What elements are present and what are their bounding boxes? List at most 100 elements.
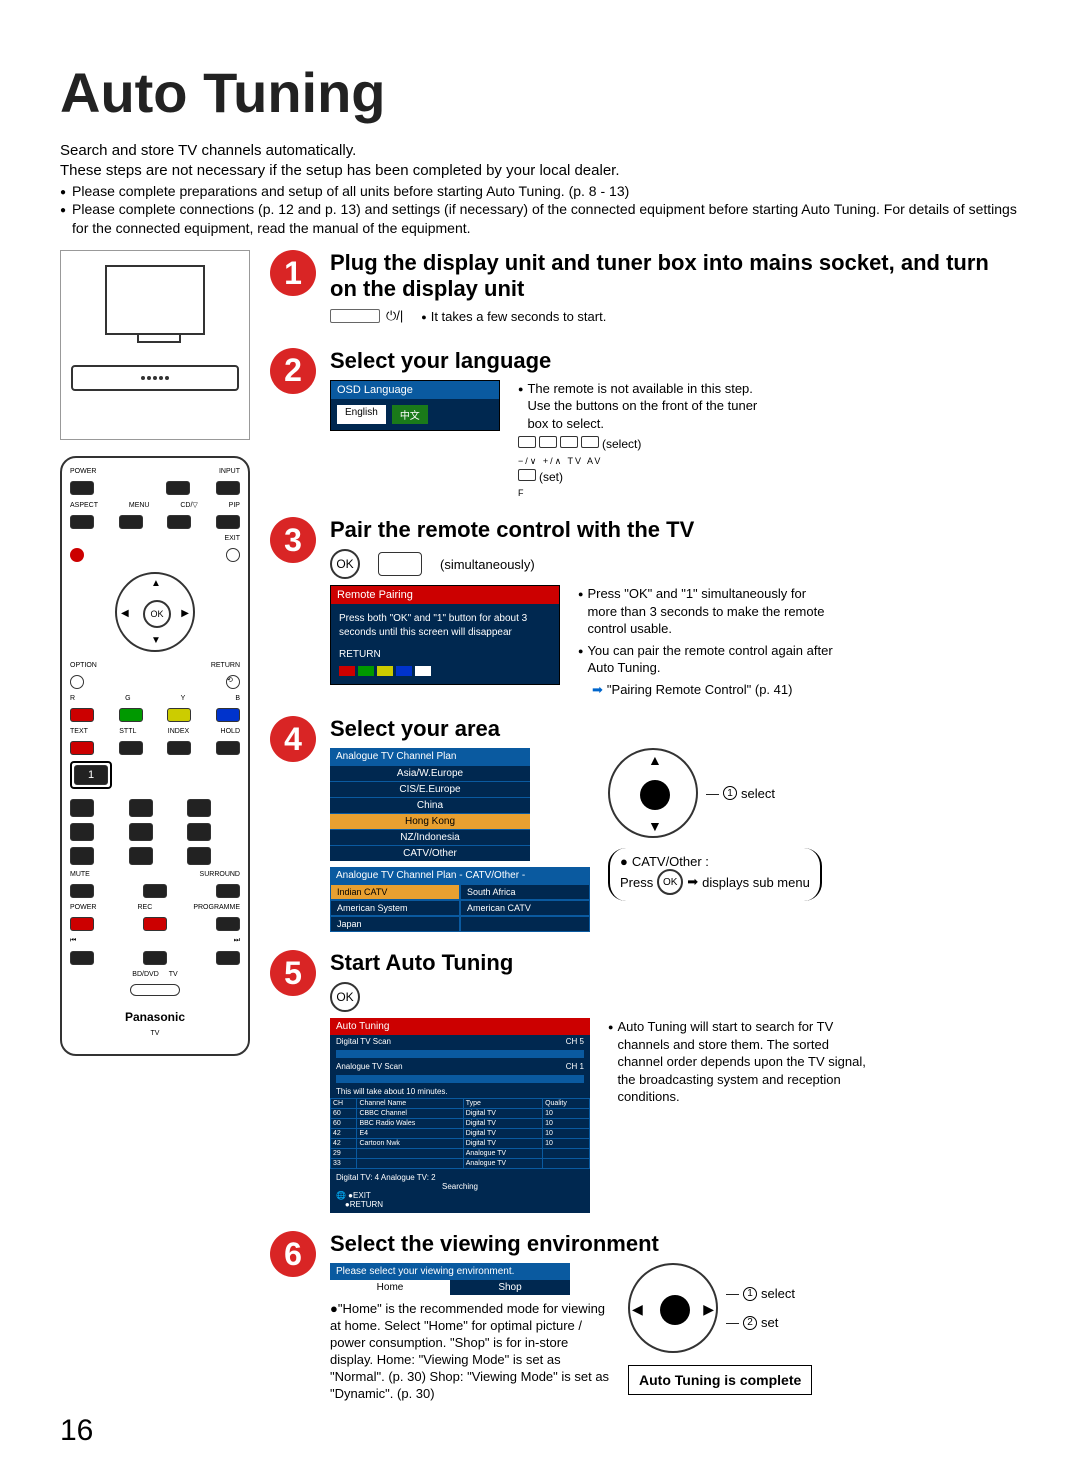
panel-header: Analogue TV Channel Plan	[330, 748, 530, 765]
intro-line: Search and store TV channels automatical…	[60, 141, 1020, 161]
step-note: The remote is not available in this step…	[527, 380, 778, 433]
panel-option: Japan	[330, 916, 460, 932]
remote-label: PIP	[229, 502, 240, 509]
remote-label: BD/DVD	[132, 971, 158, 978]
intro-bullet: Please complete preparations and setup o…	[60, 182, 1020, 201]
catv-note: ●CATV/Other : Press OK ➡ displays sub me…	[608, 848, 822, 901]
step-title: Select the viewing environment	[330, 1231, 1020, 1257]
tuner-icon	[71, 365, 239, 391]
link-pairing-remote: "Pairing Remote Control" (p. 41)	[578, 681, 838, 699]
step-number: 3	[270, 517, 316, 563]
panel-option: South Africa	[460, 884, 590, 900]
auto-tuning-panel: Auto Tuning Digital TV ScanCH 5 Analogue…	[330, 1018, 590, 1213]
ok-icon: OK	[330, 549, 360, 579]
viewing-env-panel: Please select your viewing environment. …	[330, 1263, 570, 1295]
dpad-diagram: ◀▶	[628, 1263, 718, 1353]
remote-label: MUTE	[70, 871, 90, 878]
step-number: 1	[270, 250, 316, 296]
step-6: 6 Select the viewing environment Please …	[270, 1231, 1020, 1402]
panel-option: NZ/Indonesia	[330, 829, 530, 845]
channel-plan-panel: Analogue TV Channel Plan Asia/W.Europe C…	[330, 748, 530, 861]
step-4: 4 Select your area Analogue TV Channel P…	[270, 716, 1020, 932]
panel-option: English	[337, 405, 386, 424]
ok-icon: OK	[330, 982, 360, 1012]
option-icon	[70, 675, 84, 689]
step-note: Press "OK" and "1" simultaneously for mo…	[587, 585, 838, 638]
device-diagram	[60, 250, 250, 440]
step-title: Select your language	[330, 348, 1020, 374]
step-number: 4	[270, 716, 316, 762]
button-labels: −/∨ +/∧ TV AV	[518, 455, 778, 467]
remote-label: G	[125, 695, 130, 702]
panel-header: Analogue TV Channel Plan - CATV/Other -	[330, 867, 590, 884]
select-label: select	[761, 1286, 795, 1301]
record-icon	[70, 548, 84, 562]
remote-label: Y	[181, 695, 186, 702]
remote-label: CD/▽	[180, 501, 197, 509]
step-title: Start Auto Tuning	[330, 950, 1020, 976]
panel-option-selected: Hong Kong	[330, 813, 530, 829]
set-label: set	[761, 1315, 778, 1330]
key-1-highlight: 1	[70, 761, 112, 789]
exit-icon	[226, 548, 240, 562]
page-number: 16	[60, 1414, 93, 1448]
env-note: "Home" is the recommended mode for viewi…	[330, 1301, 609, 1400]
panel-option: American System	[330, 900, 460, 916]
step-number: 5	[270, 950, 316, 996]
key-1: 1	[74, 765, 108, 785]
set-label: (set)	[539, 469, 563, 485]
osd-language-panel: OSD Language English 中文	[330, 380, 500, 431]
panel-option	[460, 916, 590, 932]
step-title: Select your area	[330, 716, 1020, 742]
remote-label: REC	[138, 904, 153, 911]
remote-label: MENU	[129, 502, 150, 509]
panel-option: CATV/Other	[330, 845, 530, 861]
scan-note: This will take about 10 minutes.	[330, 1085, 590, 1098]
remote-control: POWER INPUT ASPECT MENU CD/▽ PIP EXIT OK…	[60, 456, 250, 1056]
panel-option: Asia/W.Europe	[330, 765, 530, 781]
step-1: 1 Plug the display unit and tuner box in…	[270, 250, 1020, 330]
auto-tuning-complete: Auto Tuning is complete	[628, 1365, 812, 1395]
panel-option: China	[330, 797, 530, 813]
panel-option: American CATV	[460, 900, 590, 916]
tuning-footer: Digital TV: 4 Analogue TV: 2	[336, 1173, 584, 1182]
select-label: (select)	[602, 436, 641, 452]
option-home: Home	[330, 1280, 450, 1295]
tuning-footer: Searching	[336, 1182, 584, 1191]
tv-icon	[105, 265, 205, 335]
simultaneously-label: (simultaneously)	[440, 557, 535, 572]
panel-header: OSD Language	[331, 381, 499, 399]
return-label: RETURN	[339, 648, 551, 662]
step-5: 5 Start Auto Tuning OK Auto Tuning Digit…	[270, 950, 1020, 1213]
panel-header: Auto Tuning	[330, 1018, 590, 1035]
remote-pairing-panel: Remote Pairing Press both "OK" and "1" b…	[330, 585, 560, 685]
panel-body-text: Press both "OK" and "1" button for about…	[339, 612, 551, 640]
panel-option: 中文	[392, 405, 428, 424]
ok-button-icon: OK	[143, 600, 171, 628]
page-title: Auto Tuning	[60, 60, 1020, 125]
remote-label: POWER	[70, 904, 96, 911]
remote-label: INPUT	[219, 468, 240, 475]
remote-label: HOLD	[221, 728, 240, 735]
step-note: Auto Tuning will start to search for TV …	[617, 1018, 868, 1106]
step-2: 2 Select your language OSD Language Engl…	[270, 348, 1020, 499]
numpad	[70, 799, 240, 865]
intro-block: Search and store TV channels automatical…	[60, 141, 1020, 238]
remote-label: OPTION	[70, 662, 97, 669]
step-3: 3 Pair the remote control with the TV OK…	[270, 517, 1020, 698]
remote-label: B	[235, 695, 240, 702]
ok-icon: OK	[657, 869, 683, 895]
panel-option: Indian CATV	[330, 884, 460, 900]
remote-label: TEXT	[70, 728, 88, 735]
tuner-buttons-diagram: (select) −/∨ +/∧ TV AV (set) F	[518, 436, 778, 499]
f-label: F	[518, 487, 778, 499]
panel-header: Please select your viewing environment.	[330, 1263, 570, 1280]
step-note: It takes a few seconds to start.	[431, 308, 607, 326]
intro-line: These steps are not necessary if the set…	[60, 161, 1020, 181]
key-1-icon	[378, 552, 422, 576]
brand-label: Panasonic	[125, 1010, 185, 1024]
return-icon: ⟲	[226, 675, 240, 689]
power-switch-icon: ⏻/|	[330, 308, 403, 324]
step-title: Pair the remote control with the TV	[330, 517, 1020, 543]
step-title: Plug the display unit and tuner box into…	[330, 250, 1020, 302]
